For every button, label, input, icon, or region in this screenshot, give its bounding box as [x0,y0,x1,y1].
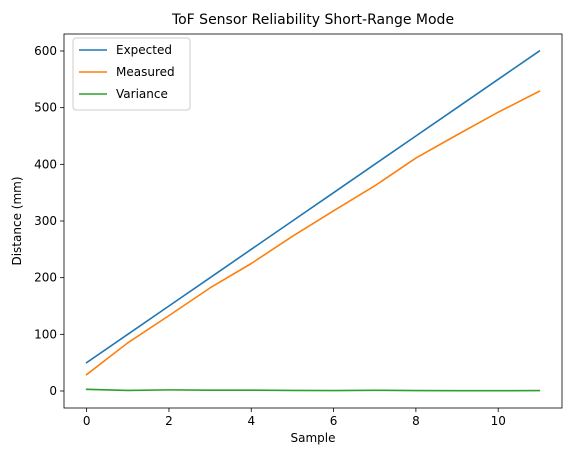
series-line-variance [85,388,541,392]
y-tick-label: 0 [49,384,57,398]
y-tick-label: 300 [34,214,57,228]
chart-title: ToF Sensor Reliability Short-Range Mode [171,12,454,28]
x-tick-label: 10 [491,414,506,428]
legend-label: Measured [116,65,175,79]
y-axis-label: Distance (mm) [10,176,24,265]
y-axis-ticks: 0 100 200 300 400 500 600 [34,44,64,398]
x-tick-label: 8 [412,414,420,428]
series-line-expected [85,49,541,364]
legend-box [72,37,191,111]
x-axis-label: Sample [291,431,336,445]
legend: Expected Measured Variance [72,37,191,111]
y-tick-label: 500 [34,101,57,115]
y-tick-label: 200 [34,271,57,285]
y-tick-label: 100 [34,327,57,341]
plot-lines [85,49,541,392]
y-tick-label: 600 [34,44,57,58]
x-tick-label: 2 [165,414,173,428]
series-line-measured [85,90,541,376]
legend-label: Expected [116,43,172,57]
x-tick-label: 0 [83,414,91,428]
y-tick-label: 400 [34,157,57,171]
x-tick-label: 6 [330,414,338,428]
legend-label: Variance [116,87,168,101]
x-tick-label: 4 [247,414,255,428]
x-axis-ticks: 0 2 4 6 8 10 [83,408,506,428]
